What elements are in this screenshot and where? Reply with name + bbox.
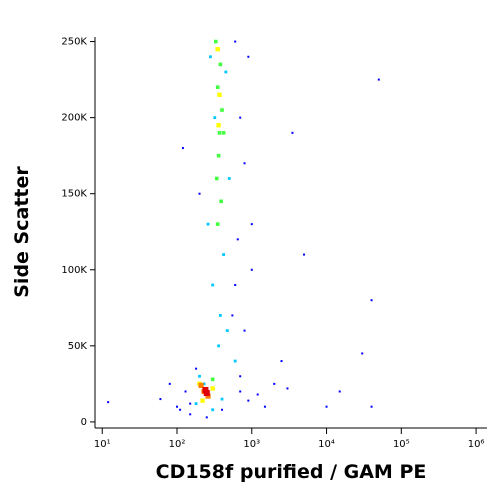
point — [217, 344, 221, 348]
x-tick-label: 10² — [169, 439, 186, 450]
point — [377, 78, 380, 81]
point — [273, 382, 276, 385]
point — [370, 405, 373, 408]
point — [189, 413, 192, 416]
point — [286, 387, 289, 390]
point — [202, 386, 209, 393]
point — [215, 46, 220, 52]
point — [221, 131, 226, 135]
x-axis-title: CD158f purified / GAM PE — [156, 461, 427, 483]
point — [200, 398, 205, 403]
point — [211, 283, 215, 287]
point — [250, 223, 253, 226]
point — [370, 299, 373, 302]
point — [107, 401, 110, 404]
point — [168, 382, 171, 385]
y-axis-title: Side Scatter — [11, 166, 33, 298]
point — [205, 416, 208, 419]
point — [219, 199, 224, 204]
point — [234, 40, 237, 43]
point — [210, 377, 215, 382]
x-tick-label: 10⁴ — [318, 439, 335, 450]
y-tick-label: 100K — [61, 265, 87, 276]
point — [203, 390, 210, 397]
point — [220, 397, 224, 401]
point — [215, 85, 220, 90]
point — [303, 253, 306, 256]
point — [210, 386, 215, 391]
x-tick-label: 10⁶ — [468, 439, 485, 450]
point — [338, 390, 341, 393]
point — [222, 253, 226, 256]
point — [220, 108, 224, 112]
point — [206, 222, 210, 226]
point — [184, 390, 187, 393]
point — [221, 408, 224, 411]
point — [213, 116, 217, 120]
point — [198, 382, 204, 389]
point — [198, 374, 201, 378]
point — [218, 314, 222, 317]
point — [195, 367, 198, 370]
y-tick-label: 150K — [61, 189, 87, 200]
point — [239, 375, 242, 378]
point — [217, 131, 222, 135]
x-tick-label: 10³ — [243, 439, 260, 450]
x-tick-label: 10¹ — [94, 439, 111, 450]
point — [194, 402, 198, 406]
point — [239, 390, 242, 393]
x-tick-label: 10⁵ — [393, 439, 410, 450]
point — [189, 402, 192, 405]
point — [291, 131, 294, 134]
point — [211, 408, 215, 412]
point — [179, 408, 182, 411]
point — [209, 55, 212, 59]
y-tick-label: 0 — [81, 417, 87, 428]
point — [214, 176, 219, 181]
point — [227, 177, 231, 180]
point — [176, 405, 179, 408]
y-tick-label: 200K — [61, 113, 87, 124]
point — [181, 147, 184, 150]
point — [325, 405, 328, 408]
point — [243, 329, 246, 332]
point — [202, 382, 206, 386]
point — [205, 393, 211, 399]
point — [250, 268, 253, 271]
point — [213, 39, 218, 44]
point — [234, 283, 237, 286]
point — [225, 329, 229, 333]
point — [233, 359, 237, 363]
point — [243, 162, 246, 165]
point — [216, 153, 221, 158]
point — [280, 360, 283, 363]
point — [224, 70, 228, 74]
point — [247, 55, 250, 58]
point — [218, 62, 223, 67]
point — [247, 399, 250, 402]
point — [215, 222, 220, 226]
y-tick-label: 50K — [68, 341, 88, 352]
point — [198, 192, 201, 195]
point — [216, 123, 221, 128]
point — [159, 398, 162, 401]
point — [236, 238, 239, 241]
point — [263, 405, 266, 408]
point — [256, 393, 259, 396]
point — [239, 116, 242, 119]
y-tick-label: 250K — [61, 37, 87, 48]
point — [231, 314, 234, 317]
point — [361, 352, 364, 355]
point — [217, 92, 222, 98]
